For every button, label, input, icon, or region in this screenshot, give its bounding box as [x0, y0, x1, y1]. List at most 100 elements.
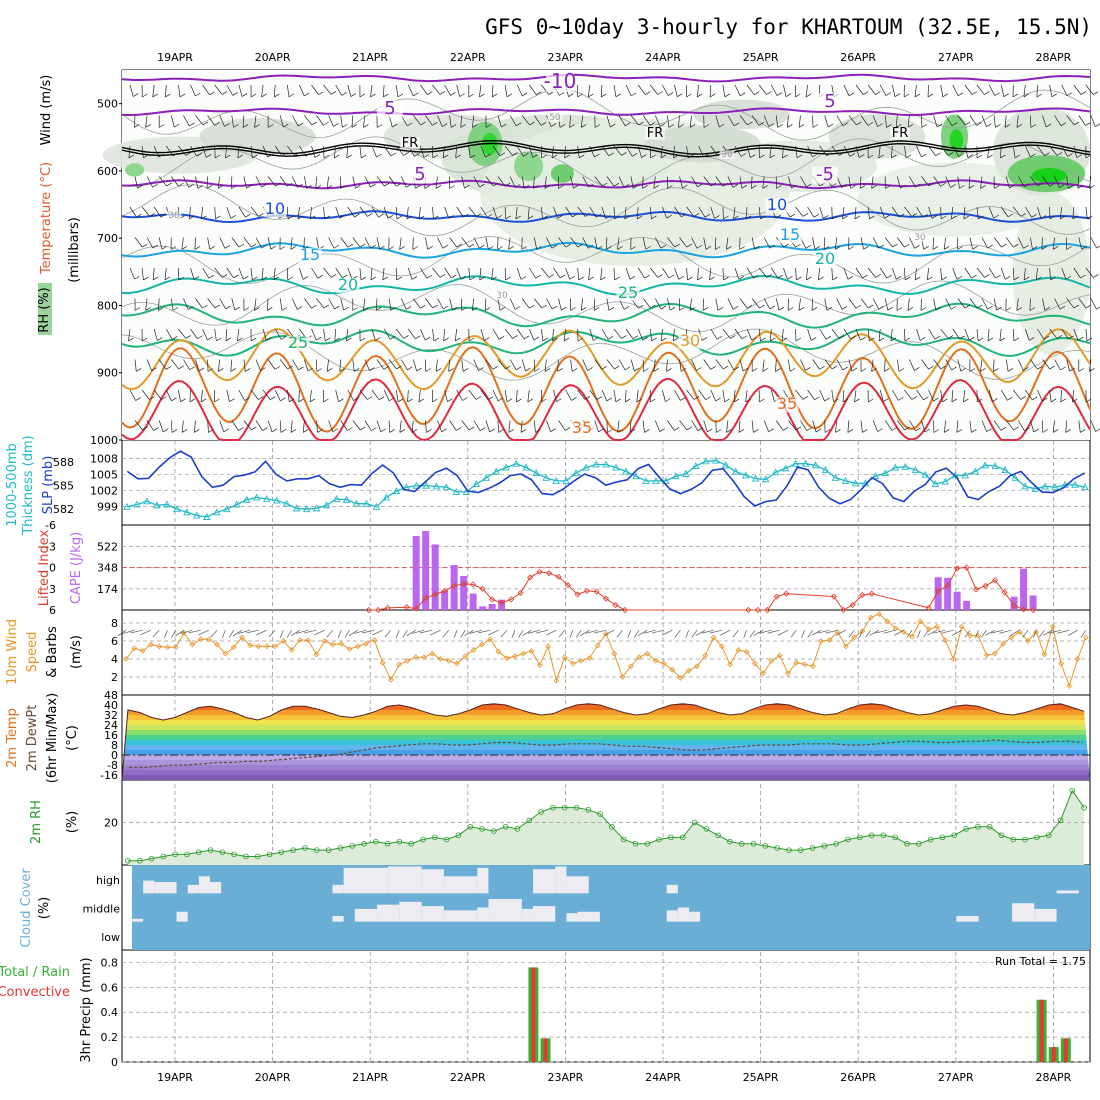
- upper-wind-barb-flag: [370, 276, 377, 281]
- upper-wind-barb-flag: [996, 306, 1002, 311]
- wind-barb: [286, 630, 292, 638]
- upper-wind-barb: [577, 145, 580, 158]
- upper-wind-barb-flag: [967, 154, 974, 158]
- upper-wind-barb-flag: [914, 367, 920, 371]
- upper-wind-barb-flag: [986, 428, 992, 432]
- upper-wind-barb-flag: [447, 398, 453, 402]
- upper-wind-barb: [468, 145, 471, 158]
- upper-wind-barb: [371, 328, 376, 341]
- upper-wind-barb-flag: [492, 93, 498, 98]
- rh-marker: [526, 817, 533, 824]
- upper-wind-barb: [859, 176, 862, 189]
- upper-wind-barb: [190, 267, 195, 280]
- upper-wind-barb: [267, 420, 273, 432]
- y-label-cloud-cover-units: (%): [37, 897, 52, 920]
- upper-wind-barb: [480, 389, 489, 400]
- upper-wind-barb: [468, 389, 477, 400]
- upper-wind-barb-flag: [407, 122, 413, 127]
- upper-wind-barb-flag: [254, 124, 260, 128]
- upper-wind-barb: [933, 115, 938, 128]
- upper-wind-barb: [879, 267, 888, 279]
- upper-wind-barb: [746, 145, 751, 158]
- upper-wind-barb-flag: [993, 214, 999, 219]
- upper-wind-barb-flag: [787, 275, 793, 280]
- upper-wind-barb-flag: [384, 182, 390, 187]
- upper-wind-barb: [370, 84, 373, 97]
- upper-wind-barb-flag: [206, 185, 213, 189]
- wind-barb: [402, 630, 408, 638]
- upper-wind-barb: [951, 206, 954, 219]
- upper-wind-barb-flag: [681, 213, 687, 218]
- upper-wind-barb-flag: [679, 307, 685, 311]
- upper-wind-barb-flag: [415, 185, 421, 189]
- upper-wind-barb-flag: [650, 304, 656, 309]
- upper-wind-barb: [1037, 145, 1045, 156]
- upper-wind-barb: [546, 237, 553, 249]
- upper-wind-barb: [1037, 389, 1043, 402]
- upper-wind-barb: [291, 298, 298, 310]
- upper-wind-barb-flag: [439, 91, 446, 95]
- upper-wind-barb: [170, 115, 175, 128]
- upper-wind-barb: [775, 359, 777, 372]
- upper-wind-barb-flag: [924, 428, 931, 433]
- upper-wind-barb-flag: [1045, 123, 1052, 128]
- upper-wind-barb-flag: [174, 123, 180, 128]
- upper-wind-barb-flag: [280, 429, 287, 433]
- upper-wind-barb-flag: [815, 428, 822, 433]
- upper-wind-barb: [504, 206, 507, 220]
- upper-wind-barb: [890, 328, 893, 341]
- upper-wind-barb: [309, 206, 312, 219]
- upper-wind-barb-flag: [600, 276, 606, 281]
- upper-wind-barb-flag: [233, 274, 239, 279]
- upper-wind-barb: [407, 267, 413, 280]
- upper-wind-barb-flag: [521, 246, 527, 250]
- upper-wind-barb: [661, 328, 663, 341]
- upper-wind-barb-flag: [334, 337, 340, 342]
- upper-wind-barb: [340, 237, 349, 248]
- upper-wind-barb: [328, 420, 334, 432]
- upper-wind-barb: [437, 237, 444, 249]
- wind-speed-marker: [495, 648, 502, 655]
- wind-barb: [917, 630, 921, 638]
- temp-band: [122, 710, 1090, 715]
- thickness-line: [126, 459, 1086, 518]
- upper-wind-barb: [551, 145, 554, 158]
- upper-wind-barb: [686, 206, 695, 217]
- upper-wind-barb: [1061, 267, 1067, 280]
- upper-wind-barb: [763, 420, 769, 432]
- wind-speed-marker: [785, 670, 791, 677]
- upper-wind-barb: [1037, 328, 1045, 340]
- upper-wind-barb: [617, 237, 620, 250]
- upper-wind-barb: [292, 359, 299, 370]
- upper-wind-barb: [141, 206, 150, 217]
- wind-speed-marker: [934, 623, 940, 630]
- upper-wind-barb-flag: [353, 397, 359, 401]
- upper-wind-barb: [907, 298, 910, 311]
- upper-wind-barb-flag: [1003, 93, 1009, 98]
- upper-wind-barb-flag: [643, 368, 649, 372]
- upper-wind-barb-flag: [464, 184, 470, 189]
- upper-wind-barb-flag: [726, 429, 732, 433]
- upper-wind-barb-flag: [532, 154, 538, 158]
- wind-barb: [1080, 629, 1087, 638]
- upper-wind-barb-flag: [542, 215, 548, 220]
- upper-wind-barb: [1049, 389, 1052, 402]
- upper-wind-barb-flag: [396, 276, 402, 281]
- thickness-marker: [173, 505, 181, 513]
- upper-wind-barb-flag: [740, 153, 747, 157]
- upper-wind-barb-flag: [760, 215, 766, 220]
- upper-wind-barb-flag: [311, 304, 317, 309]
- upper-wind-barb-flag: [1024, 183, 1030, 188]
- upper-wind-barb-flag: [424, 336, 431, 341]
- upper-wind-barb: [842, 389, 845, 402]
- li-marker: [536, 568, 543, 575]
- upper-wind-barb-flag: [522, 92, 528, 97]
- upper-wind-barb-flag: [884, 214, 890, 219]
- upper-wind-barb-flag: [1030, 153, 1036, 158]
- upper-wind-barb: [674, 389, 681, 401]
- upper-wind-barb-flag: [812, 124, 819, 128]
- upper-wind-barb: [606, 420, 608, 433]
- wind-speed-marker: [942, 637, 949, 643]
- upper-wind-barb: [1025, 206, 1032, 218]
- upper-wind-barb: [964, 84, 973, 95]
